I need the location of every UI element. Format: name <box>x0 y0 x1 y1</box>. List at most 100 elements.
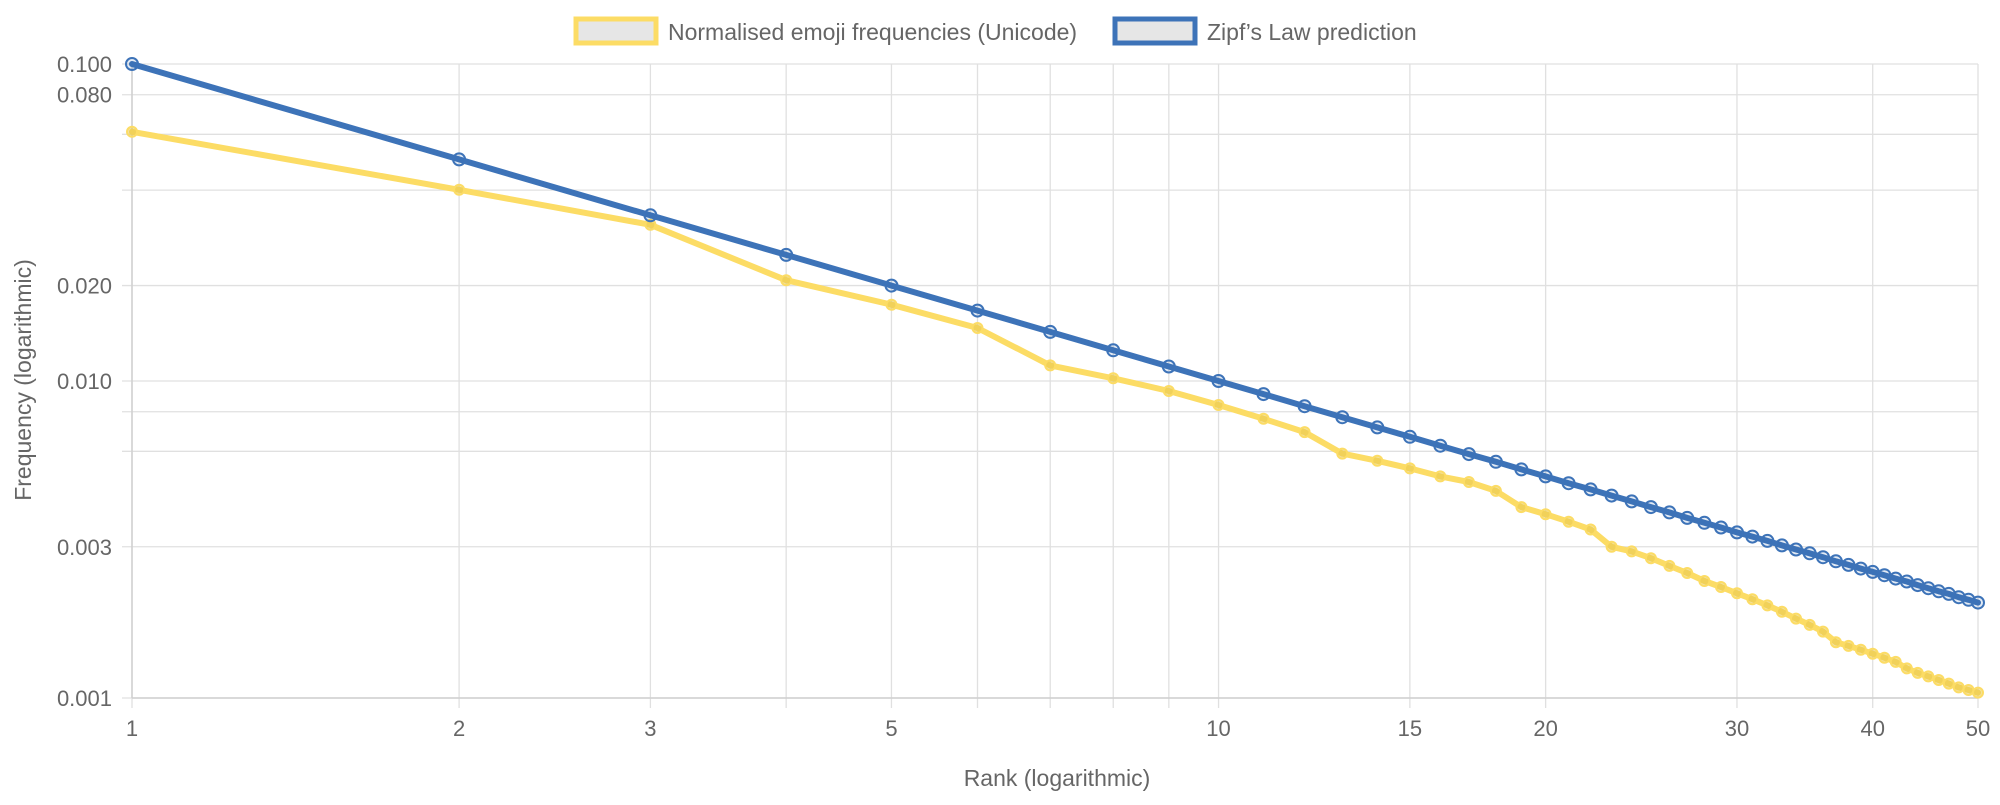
data-point-emoji <box>1212 399 1225 411</box>
data-point-emoji <box>1911 666 1924 679</box>
data-point-zipf <box>1561 476 1576 491</box>
data-point-emoji <box>1044 359 1057 372</box>
data-point-zipf <box>1106 343 1121 358</box>
data-point-emoji <box>1866 647 1879 660</box>
legend-swatch-zipf[interactable] <box>1112 16 1198 46</box>
y-tick-label: 0.001 <box>57 686 112 711</box>
data-point-emoji <box>1761 599 1774 612</box>
data-point-emoji <box>1803 618 1816 631</box>
data-point-emoji <box>1746 593 1759 606</box>
data-point-zipf <box>1583 482 1598 497</box>
legend-label-zipf[interactable]: Zipf’s Law prediction <box>1207 19 1417 45</box>
data-point-emoji <box>1681 567 1694 579</box>
data-point-zipf <box>1402 429 1417 444</box>
data-point-emoji <box>453 183 466 196</box>
data-point-emoji <box>1790 612 1802 625</box>
data-point-zipf <box>884 278 899 293</box>
data-point-emoji <box>1962 684 1975 696</box>
data-point-zipf <box>1697 515 1712 530</box>
y-tick-label: 0.010 <box>57 369 112 394</box>
data-point-emoji <box>1625 545 1638 558</box>
data-point-emoji <box>1489 484 1502 497</box>
series-line-zipf <box>129 61 1981 606</box>
series-layer <box>125 57 1985 699</box>
data-point-zipf <box>1877 568 1892 583</box>
data-point-emoji <box>1584 523 1597 536</box>
data-point-emoji <box>1663 559 1676 572</box>
data-point-emoji <box>1644 552 1657 565</box>
data-point-emoji <box>1257 412 1270 425</box>
data-point-zipf <box>1643 500 1658 515</box>
data-point-zipf <box>1841 557 1856 572</box>
data-point-emoji <box>1336 447 1349 460</box>
data-point-zipf <box>1802 546 1817 561</box>
data-point-zipf <box>1662 505 1677 520</box>
data-point-zipf <box>1335 410 1350 425</box>
data-point-zipf <box>970 303 985 318</box>
data-point-emoji <box>1698 575 1711 587</box>
data-point-zipf <box>1461 447 1476 462</box>
data-point-zipf <box>1043 324 1058 339</box>
data-point-emoji <box>644 218 657 231</box>
data-point-zipf <box>452 152 467 167</box>
data-point-zipf <box>1745 529 1760 544</box>
x-tick-label: 2 <box>453 716 465 741</box>
data-point-zipf <box>1211 374 1226 388</box>
data-point-zipf <box>1433 438 1448 453</box>
grid <box>122 63 1979 708</box>
data-point-zipf <box>1161 359 1176 374</box>
data-point-emoji <box>1731 587 1743 600</box>
data-point-emoji <box>1829 636 1842 649</box>
data-point-emoji <box>1942 677 1955 690</box>
x-tick-label: 3 <box>644 716 656 741</box>
data-point-emoji <box>1562 515 1575 528</box>
data-point-emoji <box>1107 372 1120 385</box>
data-point-zipf <box>1774 538 1789 553</box>
data-point-zipf <box>1680 510 1695 525</box>
data-point-emoji <box>885 298 898 311</box>
data-point-emoji <box>1605 540 1618 553</box>
legend-label-emoji[interactable]: Normalised emoji frequencies (Unicode) <box>668 19 1077 45</box>
data-point-emoji <box>1462 476 1475 488</box>
data-point-emoji <box>1878 651 1891 664</box>
y-tick-label: 0.003 <box>57 535 112 560</box>
data-point-emoji <box>1371 454 1384 467</box>
x-tick-label: 50 <box>1966 716 1990 741</box>
data-point-emoji <box>1515 501 1528 514</box>
data-point-zipf <box>1888 571 1903 586</box>
data-point-zipf <box>1624 494 1639 509</box>
x-tick-label: 10 <box>1206 716 1230 741</box>
data-point-emoji <box>1162 385 1175 397</box>
data-point-zipf <box>1297 399 1312 414</box>
y-axis-title: Frequency (logarithmic) <box>10 259 36 501</box>
y-tick-label: 0.080 <box>57 83 112 108</box>
data-point-zipf <box>1853 561 1868 576</box>
data-point-emoji <box>126 125 138 138</box>
data-point-zipf <box>643 208 658 223</box>
data-point-zipf <box>1714 520 1728 535</box>
x-tick-label: 5 <box>885 716 897 741</box>
x-tick-label: 1 <box>126 716 138 741</box>
data-point-emoji <box>971 322 984 334</box>
data-point-emoji <box>1715 581 1727 593</box>
data-point-zipf <box>1760 533 1775 548</box>
data-point-emoji <box>1932 674 1945 686</box>
data-point-zipf <box>1538 469 1553 484</box>
legend: Normalised emoji frequencies (Unicode) Z… <box>573 16 1417 46</box>
data-point-zipf <box>1514 462 1529 477</box>
data-point-zipf <box>1370 420 1385 435</box>
x-tick-label: 20 <box>1533 716 1557 741</box>
data-point-emoji <box>1922 670 1935 683</box>
legend-swatch-emoji[interactable] <box>573 16 659 46</box>
data-point-zipf <box>1789 542 1803 557</box>
data-point-zipf <box>1730 525 1744 540</box>
data-point-emoji <box>1900 662 1913 675</box>
data-point-emoji <box>1298 426 1311 439</box>
data-point-emoji <box>1952 681 1965 694</box>
x-tick-label: 30 <box>1725 716 1749 741</box>
data-point-emoji <box>1403 462 1416 475</box>
data-point-zipf <box>779 247 794 262</box>
data-point-emoji <box>1842 639 1855 652</box>
x-axis-title: Rank (logarithmic) <box>964 765 1151 791</box>
